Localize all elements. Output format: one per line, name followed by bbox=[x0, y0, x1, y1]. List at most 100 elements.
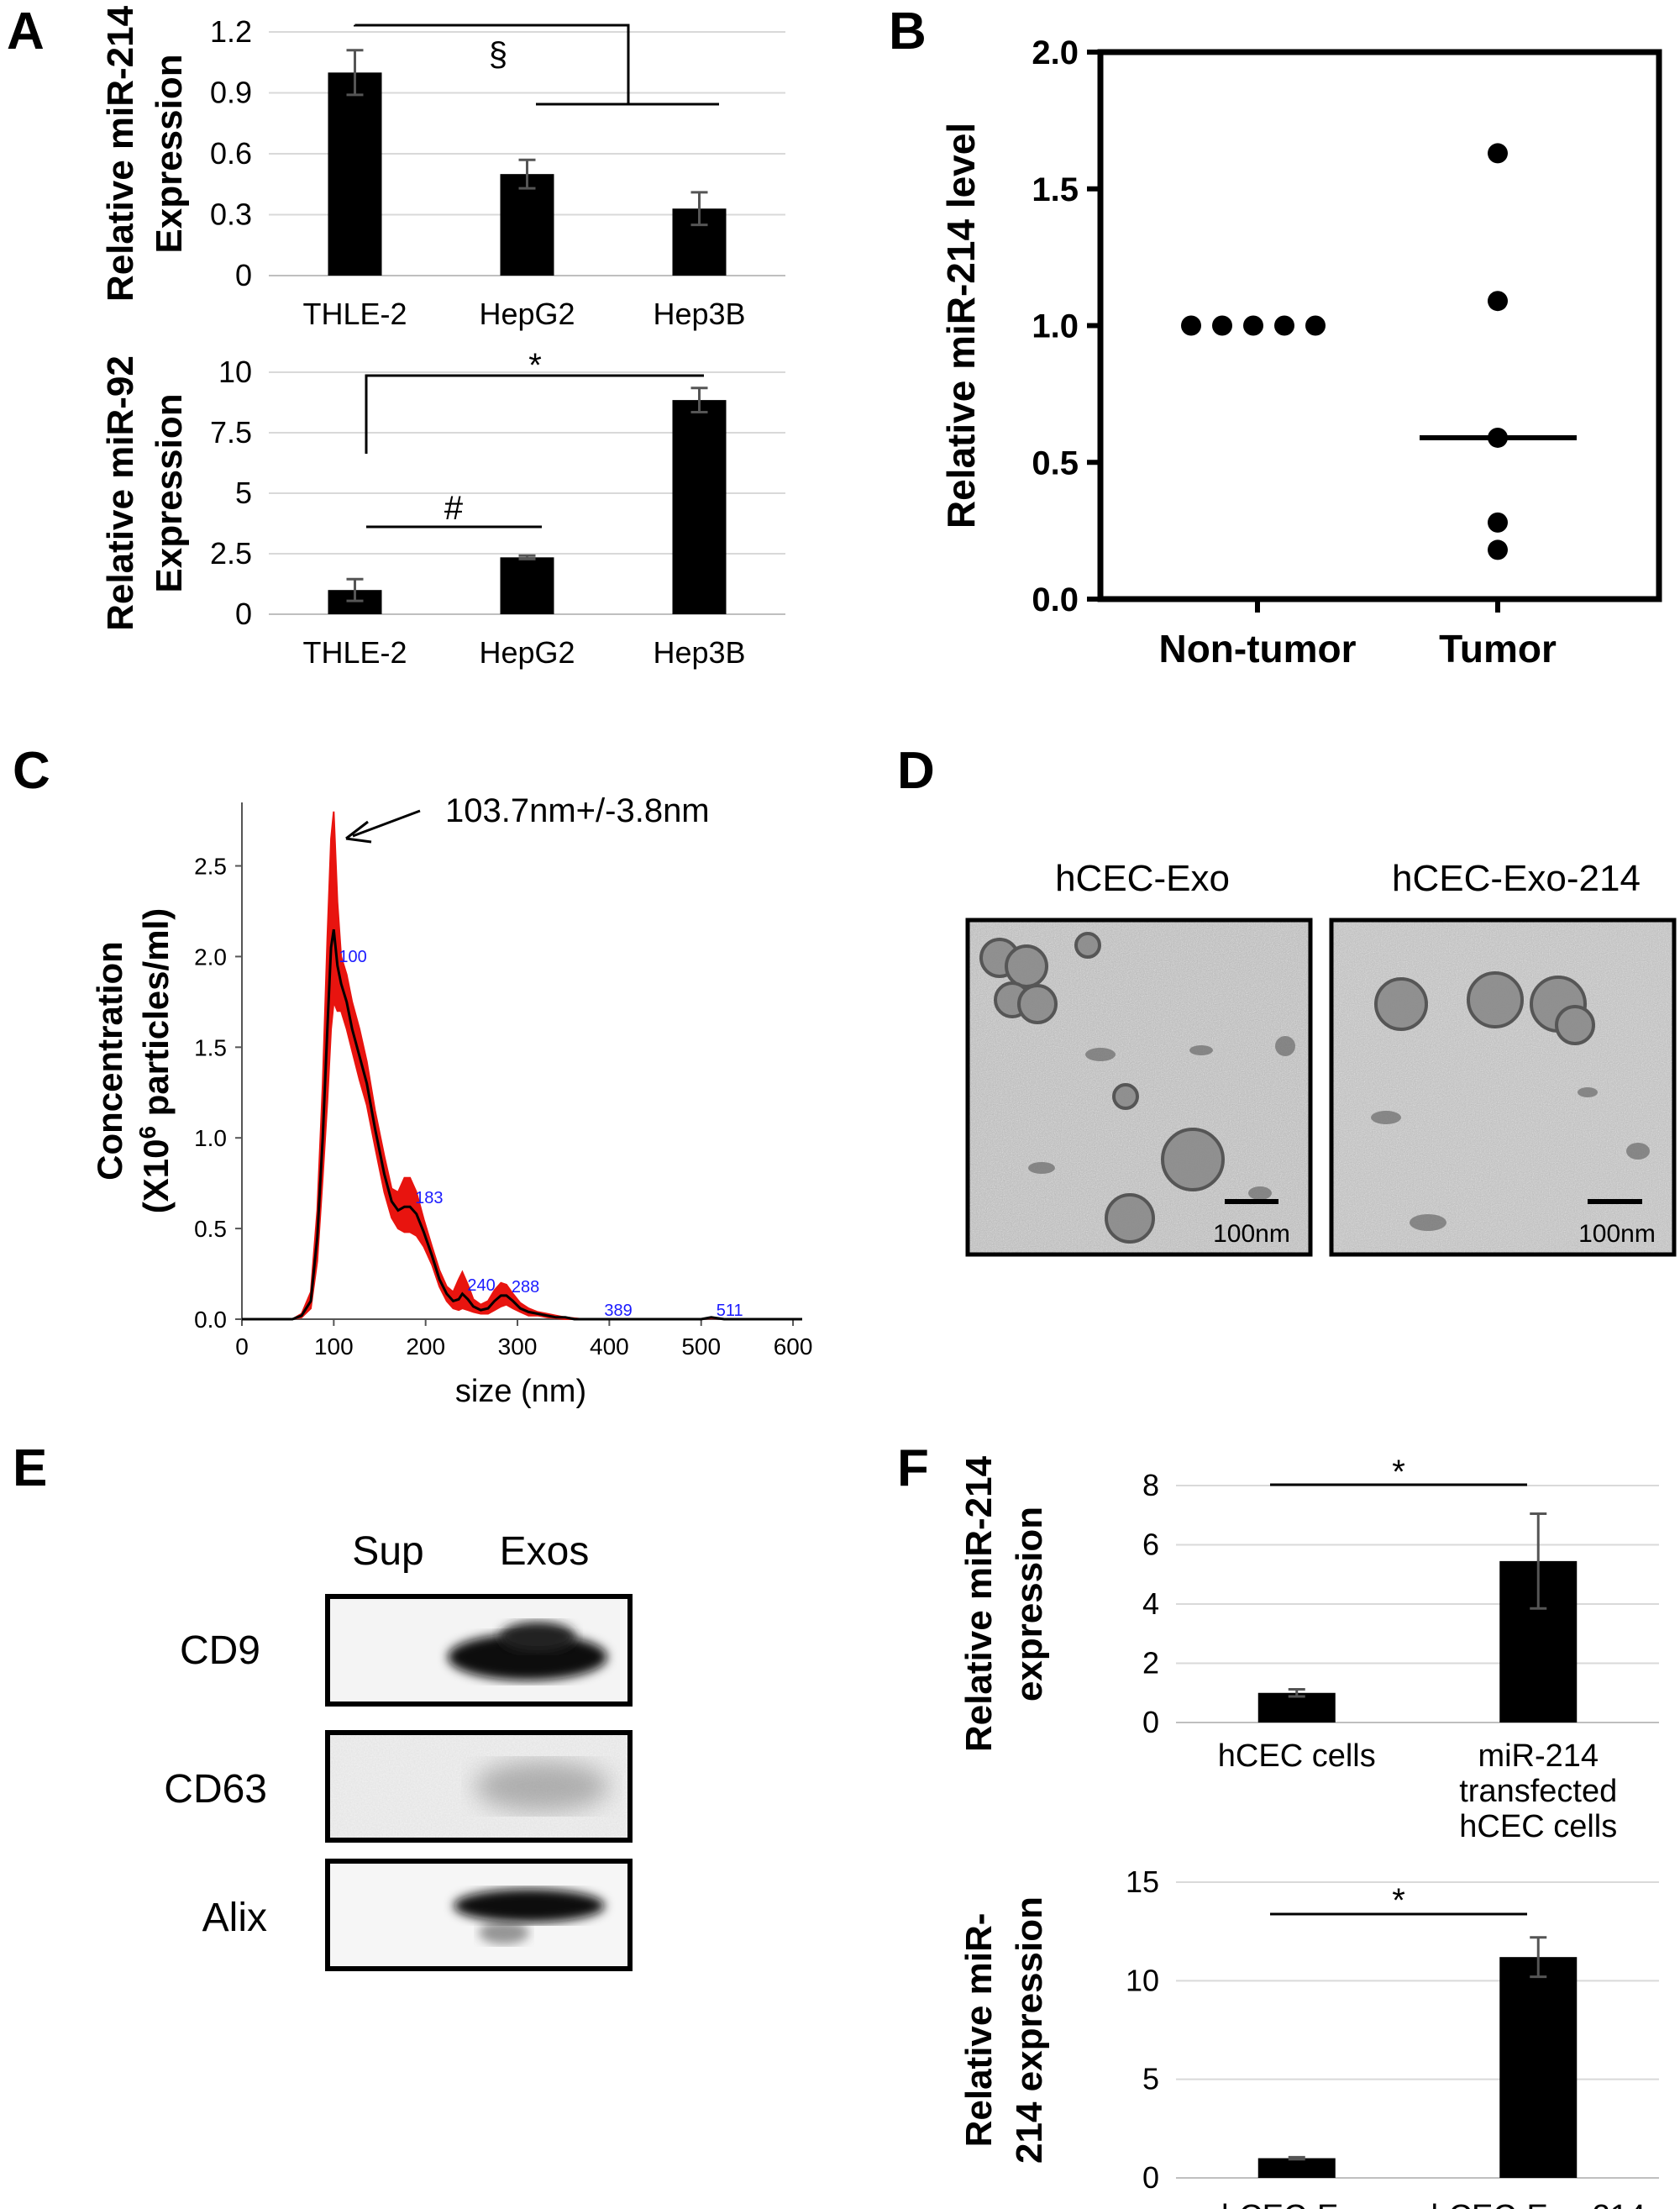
y-tick-label: 1.5 bbox=[1032, 171, 1079, 208]
y-tick-label: 2.5 bbox=[194, 854, 227, 880]
y-tick-label: 0.3 bbox=[210, 197, 252, 232]
y-axis-title: Relative miR- bbox=[958, 1913, 1000, 2148]
point-tumor bbox=[1488, 291, 1508, 312]
y-tick-label: 1.0 bbox=[194, 1125, 227, 1151]
y-tick-label: 0.0 bbox=[194, 1307, 227, 1333]
significance-label: * bbox=[1392, 1454, 1405, 1491]
panel-label-e: E bbox=[13, 1439, 47, 1497]
panel-label-f: F bbox=[897, 1439, 929, 1497]
y-axis-title: Relative miR-214 bbox=[958, 1455, 1000, 1752]
y-tick-label: 7.5 bbox=[210, 415, 252, 450]
y-tick-label: 0.5 bbox=[194, 1216, 227, 1242]
y-tick-label: 15 bbox=[1126, 1865, 1159, 1899]
blot-strip-cd63 bbox=[325, 1730, 633, 1843]
panel-label-d: D bbox=[897, 742, 935, 800]
y-tick-label: 1.5 bbox=[194, 1034, 227, 1060]
bar-hep3b bbox=[672, 400, 727, 614]
blot-column-sup: Sup bbox=[352, 1529, 423, 1574]
y-tick-label: 10 bbox=[218, 355, 252, 389]
y-axis-title: Relative miR-214 level bbox=[939, 123, 983, 529]
x-tick-label: THLE-2 bbox=[302, 297, 407, 331]
y-axis-title: Expression bbox=[149, 54, 190, 253]
x-tick-label: hCEC-Exo-214 bbox=[1431, 2199, 1646, 2209]
y-axis-title: Relative miR-214 bbox=[100, 5, 141, 302]
y-tick-label: 5 bbox=[235, 476, 252, 510]
blot-row-cd9: CD9 bbox=[180, 1628, 260, 1673]
chart-a-mir92: 0 2.5 5 7.5 10 THLE-2 HepG2 Hep3B Relative miR-9… bbox=[100, 347, 785, 670]
y-tick-label: 2.0 bbox=[194, 944, 227, 970]
em-title-hcec-exo: hCEC-Exo bbox=[1055, 858, 1230, 899]
chart-f-exosomes: 0 5 10 15 hCEC-Exo hCEC-Exo-214 Relative miR-2… bbox=[958, 1865, 1659, 2209]
peak-label: 389 bbox=[604, 1302, 632, 1320]
x-tick-label: 500 bbox=[681, 1333, 721, 1360]
y-axis-title: 214 expression bbox=[1009, 1896, 1050, 2164]
annotation-arrow bbox=[352, 809, 421, 838]
y-tick-label: 2 bbox=[1142, 1646, 1159, 1680]
x-tick-label: miR-214 bbox=[1478, 1738, 1599, 1774]
y-tick-label: 0 bbox=[235, 258, 252, 292]
y-tick-label: 0 bbox=[1142, 1705, 1159, 1739]
significance-label: * bbox=[528, 347, 542, 384]
panel-label-b: B bbox=[889, 3, 927, 60]
point-non-tumor bbox=[1243, 315, 1263, 336]
point-tumor bbox=[1488, 143, 1508, 164]
y-tick-label: 2.0 bbox=[1032, 34, 1079, 71]
x-tick-label: 0 bbox=[235, 1333, 249, 1360]
x-tick-label: transfected bbox=[1459, 1774, 1617, 1809]
x-tick-label: hCEC cells bbox=[1218, 1738, 1376, 1774]
blot-column-exos: Exos bbox=[500, 1529, 590, 1574]
blot-row-cd63: CD63 bbox=[164, 1767, 267, 1812]
x-axis-title: size (nm) bbox=[455, 1374, 586, 1409]
y-tick-label: 0.0 bbox=[1032, 581, 1079, 618]
peak-label: 183 bbox=[415, 1189, 443, 1207]
x-tick-label: hCEC-Exo bbox=[1221, 2199, 1373, 2209]
scale-bar-label-1: 100nm bbox=[1213, 1220, 1290, 1248]
peak-label: 240 bbox=[467, 1276, 495, 1295]
x-tick-label: HepG2 bbox=[479, 297, 575, 331]
x-tick-label: Hep3B bbox=[653, 635, 745, 670]
y-tick-label: 1.0 bbox=[1032, 308, 1079, 345]
x-tick-label: hCEC cells bbox=[1459, 1809, 1617, 1844]
y-tick-label: 6 bbox=[1142, 1528, 1159, 1562]
blot-row-alix: Alix bbox=[202, 1896, 267, 1940]
chart-b-scatter: 0.0 0.5 1.0 1.5 2.0 Non-tumor Tumor Relative mi… bbox=[939, 34, 1662, 671]
bar-hepg2 bbox=[500, 174, 554, 276]
y-tick-label: 0.6 bbox=[210, 136, 252, 171]
y-axis-title: expression bbox=[1009, 1507, 1050, 1701]
x-tick-label: 600 bbox=[774, 1333, 813, 1360]
y-axis-title-units-suffix: particles/ml) bbox=[136, 908, 176, 1126]
x-tick-label: 300 bbox=[498, 1333, 538, 1360]
significance-label: * bbox=[1392, 1882, 1405, 1919]
series-mean-line bbox=[242, 928, 802, 1321]
panel-label-a: A bbox=[7, 3, 45, 60]
point-tumor bbox=[1488, 539, 1508, 560]
bar-hepg2 bbox=[500, 557, 554, 614]
x-tick-label: THLE-2 bbox=[302, 635, 407, 670]
significance-label: # bbox=[444, 490, 464, 527]
y-tick-label: 0.9 bbox=[210, 76, 252, 110]
bar-thle-2 bbox=[328, 72, 382, 276]
significance-bracket bbox=[365, 374, 704, 454]
blot-strip-alix bbox=[325, 1859, 633, 1971]
scale-bar-label-2: 100nm bbox=[1578, 1220, 1656, 1248]
x-tick-label: Non-tumor bbox=[1158, 627, 1356, 671]
y-tick-label: 5 bbox=[1142, 2062, 1159, 2096]
y-axis-title: Relative miR-92 bbox=[100, 355, 141, 631]
em-image-hcec-exo-214: 100nm bbox=[1329, 918, 1677, 1257]
y-tick-label: 2.5 bbox=[210, 536, 252, 571]
panel-label-c: C bbox=[13, 742, 50, 800]
em-title-hcec-exo-214: hCEC-Exo-214 bbox=[1392, 858, 1641, 899]
chart-c-size-distribution: 0 100 200 300 400 500 600 0.0 0.5 1.0 1.5 2.0 2.5 100… bbox=[90, 792, 812, 1409]
x-tick-label: HepG2 bbox=[479, 635, 575, 670]
peak-label: 288 bbox=[512, 1278, 539, 1296]
peak-label: 511 bbox=[717, 1302, 743, 1320]
y-tick-label: 1.2 bbox=[210, 14, 252, 49]
panel-e-western-blot: Sup Exos CD9 CD63 Alix bbox=[164, 1529, 633, 1971]
y-tick-label: 0 bbox=[1142, 2160, 1159, 2195]
point-tumor bbox=[1488, 512, 1508, 533]
x-tick-label: Tumor bbox=[1439, 627, 1557, 671]
y-axis-title-units: (X106 particles/ml) bbox=[134, 908, 176, 1213]
x-tick-label: 100 bbox=[314, 1333, 354, 1360]
